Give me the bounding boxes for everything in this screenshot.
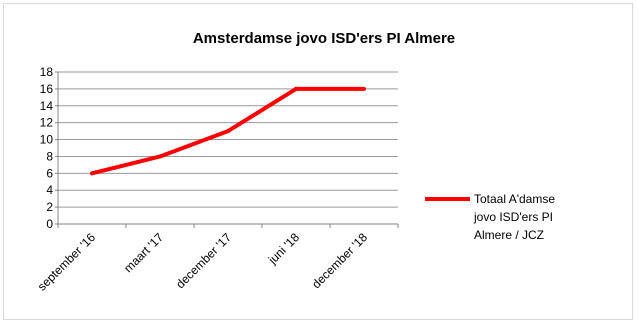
x-tick-label: juni '18	[265, 230, 302, 267]
series-point	[226, 129, 230, 134]
series-group	[90, 86, 366, 176]
y-tick-label: 8	[46, 149, 53, 163]
legend-label-line-1: Totaal A'damse	[474, 192, 555, 206]
y-tick-label: 0	[46, 217, 53, 231]
y-tick-label: 10	[40, 133, 54, 147]
x-axis-ticks: september '16 maart '17 december '17 juni '…	[35, 224, 399, 294]
chart-title: Amsterdamse jovo ISD'ers PI Almere	[193, 30, 455, 47]
y-tick-label: 12	[40, 116, 54, 130]
series-point	[294, 86, 298, 91]
y-tick-label: 4	[46, 183, 53, 197]
y-tick-label: 6	[46, 166, 53, 180]
series-point	[362, 86, 366, 91]
x-tick-label: maart '17	[121, 230, 166, 275]
y-tick-label: 14	[40, 99, 54, 113]
y-axis-ticks: 0 2 4 6 8 10 12 14 16 18	[40, 65, 58, 231]
y-tick-label: 18	[40, 65, 54, 79]
legend-label-line-3: Almere / JCZ	[474, 228, 544, 242]
y-tick-label: 2	[46, 200, 53, 214]
legend: Totaal A'damse jovo ISD'ers PI Almere / …	[425, 192, 555, 242]
chart-frame	[3, 3, 633, 320]
legend-label-line-2: jovo ISD'ers PI	[473, 210, 553, 224]
x-tick-label: december '17	[173, 230, 234, 291]
series-point	[90, 171, 94, 176]
x-tick-label: december '18	[309, 230, 370, 291]
x-tick-label: september '16	[35, 230, 99, 294]
gridlines	[57, 71, 398, 225]
y-tick-label: 16	[40, 82, 54, 96]
series-point	[158, 154, 162, 159]
